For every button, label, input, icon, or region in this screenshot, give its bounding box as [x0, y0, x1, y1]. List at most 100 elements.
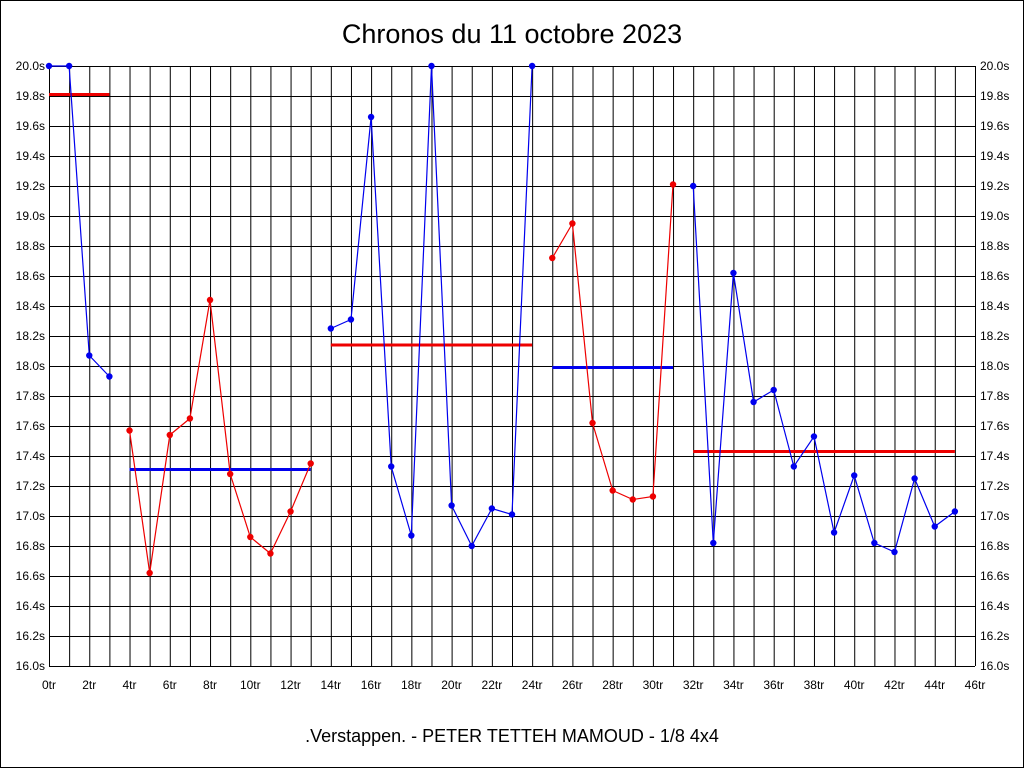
data-point: [609, 487, 616, 494]
y-axis-left-ticks: 16.0s 16.2s 16.4s 16.6s 16.8s 17.0s 17.2s 17.4s…: [16, 59, 45, 673]
series-3: [327, 62, 536, 550]
y-tick-label-right: 19.2s: [980, 179, 1009, 193]
data-point: [951, 508, 959, 515]
x-tick-label: 34tr: [723, 678, 744, 692]
series-line: [49, 65, 110, 377]
y-tick-label-left: 16.2s: [16, 629, 45, 643]
y-tick-label-right: 18.8s: [980, 239, 1009, 253]
y-tick-label-left: 18.0s: [16, 359, 45, 373]
x-tick-label: 46tr: [965, 678, 986, 692]
grid: [49, 66, 976, 667]
data-point: [629, 496, 636, 503]
x-tick-label: 6tr: [163, 678, 177, 692]
x-axis-ticks: 0tr 2tr 4tr 6tr 8tr 10tr 12tr 14tr 16tr 18tr 20tr 2…: [42, 678, 985, 692]
x-tick-label: 4tr: [123, 678, 137, 692]
data-point: [851, 472, 858, 479]
y-tick-label-right: 17.2s: [980, 479, 1009, 493]
y-tick-label-left: 18.4s: [16, 299, 45, 313]
y-tick-label-right: 18.0s: [980, 359, 1009, 373]
data-point: [367, 113, 375, 121]
data-point: [65, 62, 73, 70]
data-point: [307, 460, 314, 467]
data-point: [267, 550, 274, 557]
x-tick-label: 18tr: [401, 678, 422, 692]
y-tick-label-right: 18.4s: [980, 299, 1009, 313]
x-tick-label: 26tr: [562, 678, 583, 692]
y-tick-label-right: 18.2s: [980, 329, 1009, 343]
x-tick-label: 32tr: [683, 678, 704, 692]
data-point: [488, 505, 496, 512]
data-point: [428, 62, 435, 70]
chart-title: Chronos du 11 octobre 2023: [342, 19, 682, 49]
data-point: [468, 542, 475, 550]
y-tick-label-right: 16.4s: [980, 599, 1009, 613]
y-tick-label-left: 17.4s: [16, 449, 45, 463]
data-point: [226, 470, 234, 478]
y-tick-label-right: 17.0s: [980, 509, 1009, 523]
data-point: [871, 539, 878, 547]
series-5: [689, 182, 959, 556]
series-line: [128, 299, 312, 574]
y-tick-label-left: 18.8s: [16, 239, 45, 253]
y-tick-label-right: 17.8s: [980, 389, 1009, 403]
data-point: [589, 419, 596, 427]
x-tick-label: 40tr: [844, 678, 865, 692]
y-tick-label-left: 19.2s: [16, 179, 45, 193]
y-tick-label-right: 16.6s: [980, 569, 1009, 583]
x-tick-label: 28tr: [602, 678, 623, 692]
y-tick-label-left: 19.4s: [16, 149, 45, 163]
data-point: [689, 182, 697, 190]
x-tick-label: 10tr: [240, 678, 261, 692]
data-point: [790, 463, 798, 470]
data-point: [327, 325, 335, 332]
x-tick-label: 16tr: [361, 678, 382, 692]
data-point: [891, 548, 898, 556]
series-line: [692, 185, 956, 553]
data-point: [448, 502, 455, 509]
x-tick-label: 8tr: [203, 678, 217, 692]
data-point: [508, 511, 516, 518]
y-tick-label-right: 19.6s: [980, 119, 1009, 133]
data-point: [810, 433, 818, 440]
y-tick-label-left: 16.0s: [16, 659, 45, 673]
data-point: [287, 508, 294, 515]
x-tick-label: 38tr: [804, 678, 825, 692]
data-point: [106, 373, 113, 380]
y-tick-label-left: 19.6s: [16, 119, 45, 133]
x-tick-label: 42tr: [884, 678, 905, 692]
data-point: [146, 569, 153, 577]
x-tick-label: 44tr: [924, 678, 945, 692]
data-point: [408, 532, 415, 539]
data-point: [388, 463, 395, 470]
average-lines: [49, 93, 955, 471]
y-tick-label-right: 19.0s: [980, 209, 1009, 223]
y-axis-right-ticks: 16.0s 16.2s 16.4s 16.6s 16.8s 17.0s 17.2s 17.4s…: [980, 59, 1009, 673]
y-tick-label-left: 18.2s: [16, 329, 45, 343]
data-point: [649, 493, 657, 500]
x-tick-label: 24tr: [522, 678, 543, 692]
y-tick-label-left: 17.6s: [16, 419, 45, 433]
y-tick-label-left: 17.2s: [16, 479, 45, 493]
series-1: [45, 62, 113, 380]
data-point: [830, 529, 838, 536]
y-tick-label-right: 17.4s: [980, 449, 1009, 463]
chart-caption: .Verstappen. - PETER TETTEH MAMOUD - 1/8…: [305, 726, 719, 746]
y-tick-label-left: 16.8s: [16, 539, 45, 553]
data-point: [528, 62, 536, 70]
y-tick-label-right: 19.8s: [980, 89, 1009, 103]
y-tick-label-right: 16.0s: [980, 659, 1009, 673]
y-tick-label-right: 17.6s: [980, 419, 1009, 433]
y-tick-label-right: 20.0s: [980, 59, 1009, 73]
x-tick-label: 22tr: [482, 678, 503, 692]
data-point: [931, 523, 938, 530]
x-tick-label: 36tr: [763, 678, 784, 692]
y-tick-label-left: 20.0s: [16, 59, 45, 73]
data-point: [911, 475, 918, 482]
x-tick-label: 30tr: [643, 678, 664, 692]
data-point: [206, 296, 214, 304]
y-tick-label-left: 16.6s: [16, 569, 45, 583]
x-tick-label: 0tr: [42, 678, 56, 692]
y-tick-label-left: 19.0s: [16, 209, 45, 223]
data-point: [710, 539, 717, 547]
